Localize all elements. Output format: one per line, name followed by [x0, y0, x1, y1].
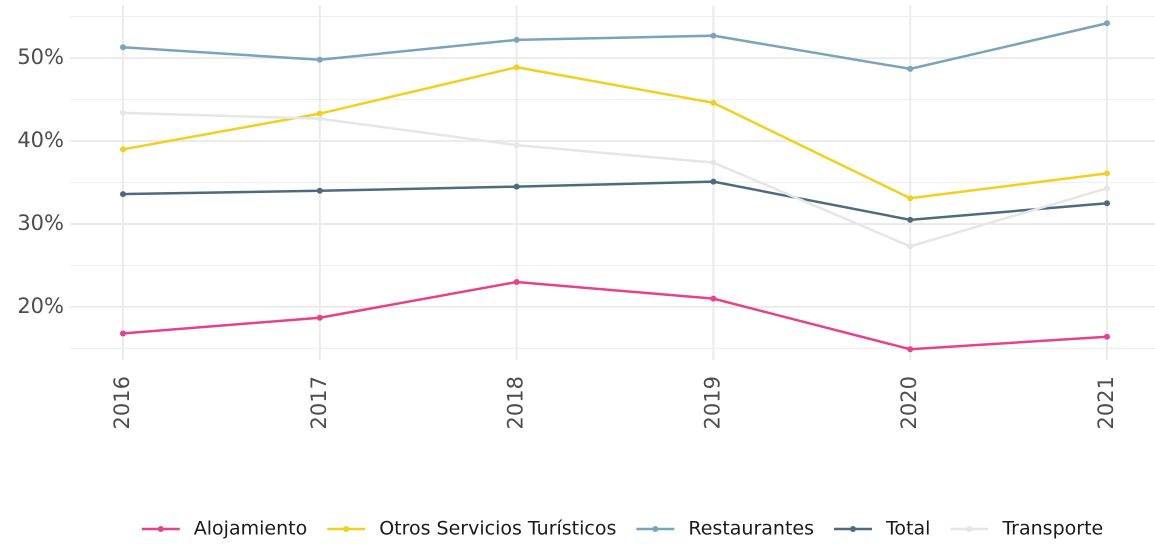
legend-label: Otros Servicios Turísticos [379, 518, 616, 540]
point [120, 109, 126, 116]
legend-key-point [966, 526, 973, 532]
point [710, 159, 717, 166]
point [710, 99, 717, 106]
point [513, 142, 520, 149]
point [316, 115, 323, 122]
x-tick-label: 2019 [700, 376, 724, 429]
point [907, 65, 914, 72]
point [316, 187, 323, 194]
point [1104, 200, 1110, 207]
legend-item: Restaurantes [636, 518, 814, 540]
y-tick-label: 40% [17, 128, 64, 152]
point [513, 183, 520, 190]
x-tick-label: 2021 [1094, 376, 1118, 429]
point [1104, 185, 1110, 192]
legend-item: Alojamiento [141, 518, 307, 540]
x-tick-label: 2016 [110, 376, 134, 429]
point [907, 195, 914, 202]
point [1104, 20, 1110, 27]
point [316, 314, 323, 321]
point [120, 44, 126, 51]
legend-key-point [849, 526, 856, 532]
x-tick-label: 2020 [897, 376, 921, 429]
point [316, 56, 323, 63]
point [513, 36, 520, 43]
point [907, 346, 914, 353]
legend-label: Alojamiento [194, 518, 307, 540]
y-tick-label: 30% [17, 211, 64, 235]
legend: Alojamiento Otros Servicios Turísticos Res… [141, 518, 1103, 540]
series-line [122, 280, 1108, 351]
legend-label: Total [885, 518, 930, 540]
legend-item: Transporte [950, 518, 1103, 540]
legend-label: Transporte [1001, 518, 1103, 540]
legend-key-point [157, 526, 164, 532]
point [907, 216, 914, 223]
series-line [122, 180, 1108, 222]
legend-label: Restaurantes [688, 518, 814, 540]
x-tick-label: 2017 [307, 376, 331, 429]
legend-item: Otros Servicios Turísticos [327, 518, 616, 540]
point [120, 191, 126, 198]
x-tick-label: 2018 [504, 376, 528, 429]
point [1104, 170, 1110, 177]
point [1104, 333, 1110, 340]
series-line [122, 65, 1108, 200]
point [513, 64, 520, 71]
point [710, 178, 717, 185]
point [316, 110, 323, 117]
y-tick-label: 20% [17, 294, 64, 318]
series-line [122, 22, 1108, 71]
legend-item: Total [833, 518, 930, 540]
point [120, 330, 126, 337]
point [710, 32, 717, 39]
point [513, 279, 520, 286]
legend-key-point [343, 526, 350, 532]
legend-key-point [652, 526, 659, 532]
point [120, 146, 126, 153]
point [710, 295, 717, 302]
y-tick-label: 50% [17, 45, 64, 69]
point [907, 243, 914, 250]
series-line [122, 111, 1108, 248]
